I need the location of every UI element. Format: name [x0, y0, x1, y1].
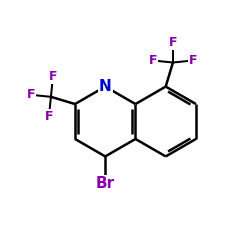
Text: N: N: [99, 79, 112, 94]
Text: Br: Br: [96, 176, 115, 191]
Text: F: F: [45, 110, 53, 124]
Text: F: F: [148, 54, 157, 67]
Text: F: F: [26, 88, 35, 101]
Text: F: F: [189, 54, 197, 67]
Text: F: F: [49, 70, 57, 83]
Text: F: F: [169, 36, 177, 49]
